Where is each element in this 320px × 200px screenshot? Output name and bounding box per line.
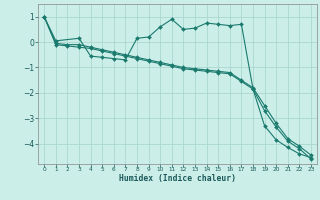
X-axis label: Humidex (Indice chaleur): Humidex (Indice chaleur) (119, 174, 236, 183)
